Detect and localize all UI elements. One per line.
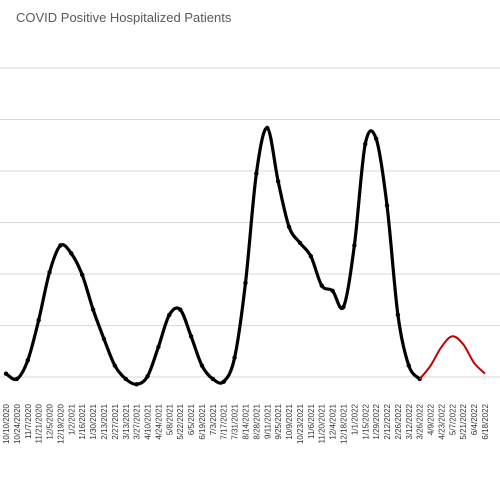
series-layer bbox=[3, 125, 486, 387]
data-point bbox=[47, 269, 52, 275]
chart-title: COVID Positive Hospitalized Patients bbox=[16, 10, 232, 25]
data-point bbox=[14, 376, 20, 382]
x-tick-label: 8/28/2021 bbox=[252, 403, 261, 439]
x-tick-label: 2/26/2022 bbox=[394, 403, 403, 439]
x-tick-label: 11/20/2021 bbox=[318, 403, 327, 443]
projection-series-line bbox=[418, 335, 486, 380]
x-tick-label: 5/7/2022 bbox=[448, 403, 457, 435]
x-tick-label: 2/27/2021 bbox=[111, 403, 120, 439]
data-point bbox=[265, 125, 270, 131]
x-tick-label: 6/19/2021 bbox=[198, 403, 207, 439]
data-point bbox=[188, 334, 194, 339]
data-point bbox=[167, 312, 172, 318]
x-tick-label: 2/12/2022 bbox=[383, 403, 392, 439]
x-tick-label: 9/25/2021 bbox=[274, 403, 283, 439]
x-tick-label: 10/24/2020 bbox=[13, 403, 22, 444]
x-tick-label: 7/3/2021 bbox=[209, 403, 218, 435]
data-point bbox=[25, 358, 30, 363]
data-point bbox=[80, 272, 85, 278]
data-point bbox=[3, 371, 9, 376]
data-point bbox=[221, 379, 226, 384]
data-point bbox=[123, 376, 128, 382]
x-tick-label: 1/15/2022 bbox=[361, 403, 370, 439]
x-tick-label: 10/10/2020 bbox=[2, 403, 11, 444]
x-tick-label: 9/11/2021 bbox=[263, 403, 272, 439]
data-point bbox=[58, 243, 63, 248]
data-point bbox=[319, 283, 324, 288]
x-tick-label: 11/6/2021 bbox=[307, 403, 316, 439]
x-tick-label: 12/4/2021 bbox=[329, 403, 338, 439]
data-point bbox=[308, 253, 314, 259]
x-tick-label: 11/21/2020 bbox=[35, 403, 44, 443]
data-point bbox=[330, 288, 335, 294]
data-point bbox=[210, 376, 216, 382]
data-point bbox=[406, 363, 411, 368]
data-point bbox=[156, 344, 161, 350]
data-point bbox=[341, 304, 346, 310]
x-tick-label: 2/13/2021 bbox=[100, 403, 109, 439]
data-point bbox=[254, 171, 259, 176]
data-point bbox=[384, 203, 390, 208]
x-tick-label: 6/4/2022 bbox=[470, 403, 479, 435]
x-tick-label: 5/22/2021 bbox=[176, 403, 185, 439]
x-tick-label: 1/29/2022 bbox=[372, 403, 381, 439]
x-tick-label: 12/5/2020 bbox=[46, 403, 55, 439]
x-tick-label: 11/7/2020 bbox=[24, 403, 33, 439]
x-tick-label: 1/30/2021 bbox=[89, 403, 98, 439]
x-tick-label: 3/13/2021 bbox=[122, 403, 131, 439]
x-tick-label: 7/31/2021 bbox=[231, 403, 240, 439]
x-tick-label: 12/18/2021 bbox=[339, 403, 348, 444]
x-tick-label: 1/16/2021 bbox=[78, 403, 87, 439]
x-tick-label: 6/5/2021 bbox=[187, 403, 196, 435]
x-tick-label: 6/18/2022 bbox=[481, 403, 490, 439]
data-point bbox=[395, 312, 401, 318]
x-tick-label: 10/9/2021 bbox=[285, 403, 294, 439]
actual-series-line bbox=[5, 126, 421, 386]
data-point bbox=[90, 307, 96, 312]
data-point bbox=[243, 280, 248, 286]
x-tick-label: 4/24/2021 bbox=[154, 403, 163, 439]
data-point bbox=[69, 251, 74, 256]
data-point bbox=[101, 336, 107, 342]
data-point bbox=[286, 224, 292, 229]
x-tick-label: 7/17/2021 bbox=[220, 403, 229, 439]
data-point bbox=[36, 318, 41, 323]
data-point bbox=[199, 363, 205, 368]
x-tick-label: 4/9/2022 bbox=[427, 403, 436, 435]
x-tick-label: 4/10/2021 bbox=[144, 403, 153, 439]
data-point bbox=[177, 307, 183, 312]
data-point bbox=[297, 240, 303, 246]
x-tick-label: 5/21/2022 bbox=[459, 403, 468, 439]
data-point bbox=[134, 382, 139, 387]
data-point bbox=[352, 243, 357, 248]
x-tick-label: 4/23/2022 bbox=[437, 403, 446, 439]
data-point bbox=[232, 355, 237, 360]
x-tick-label: 12/19/2020 bbox=[56, 403, 65, 444]
data-point bbox=[145, 374, 150, 379]
x-tick-label: 1/2/2021 bbox=[67, 403, 76, 435]
data-point bbox=[373, 136, 379, 141]
x-tick-label: 10/23/2021 bbox=[296, 403, 305, 444]
x-tick-label: 3/27/2021 bbox=[133, 403, 142, 439]
x-tick-label: 5/8/2021 bbox=[165, 403, 174, 435]
x-tick-label: 3/12/2022 bbox=[405, 403, 414, 439]
x-tick-label: 3/26/2022 bbox=[416, 403, 425, 439]
x-axis-tick-labels: 10/10/2020 10/24/2020 11/7/2020 11/21/2020 1… bbox=[2, 403, 490, 444]
x-tick-label: 1/1/2022 bbox=[350, 403, 359, 435]
data-point bbox=[112, 363, 118, 368]
x-tick-label: 8/14/2021 bbox=[242, 403, 251, 439]
data-point bbox=[363, 141, 368, 147]
data-point bbox=[275, 179, 281, 184]
